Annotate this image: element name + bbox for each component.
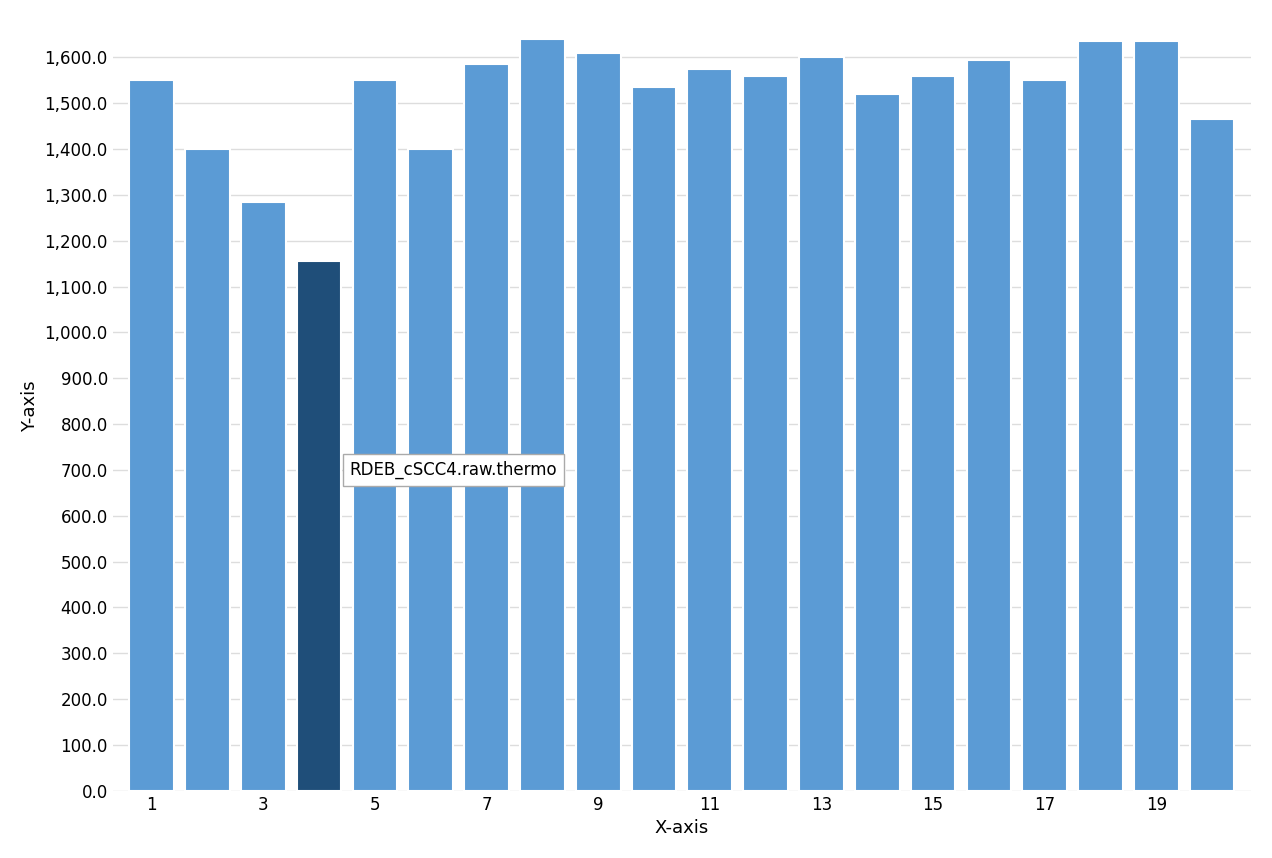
Bar [799,57,843,791]
Bar [576,53,621,791]
Bar [130,81,174,791]
Bar [1023,81,1067,791]
Bar [855,94,899,791]
Bar [296,262,341,791]
Bar [687,69,733,791]
Bar [464,64,509,791]
Bar [1133,41,1179,791]
Bar [408,149,453,791]
Text: RDEB_cSCC4.raw.thermo: RDEB_cSCC4.raw.thermo [350,461,557,479]
Bar [967,60,1011,791]
Bar [911,76,955,791]
Bar [352,81,397,791]
Bar [632,88,677,791]
Y-axis label: Y-axis: Y-axis [20,380,39,432]
Bar [743,76,787,791]
Bar [520,39,565,791]
Bar [240,202,286,791]
Bar [186,149,230,791]
X-axis label: X-axis: X-axis [655,819,709,837]
Bar [1079,41,1123,791]
Bar [1189,119,1234,791]
